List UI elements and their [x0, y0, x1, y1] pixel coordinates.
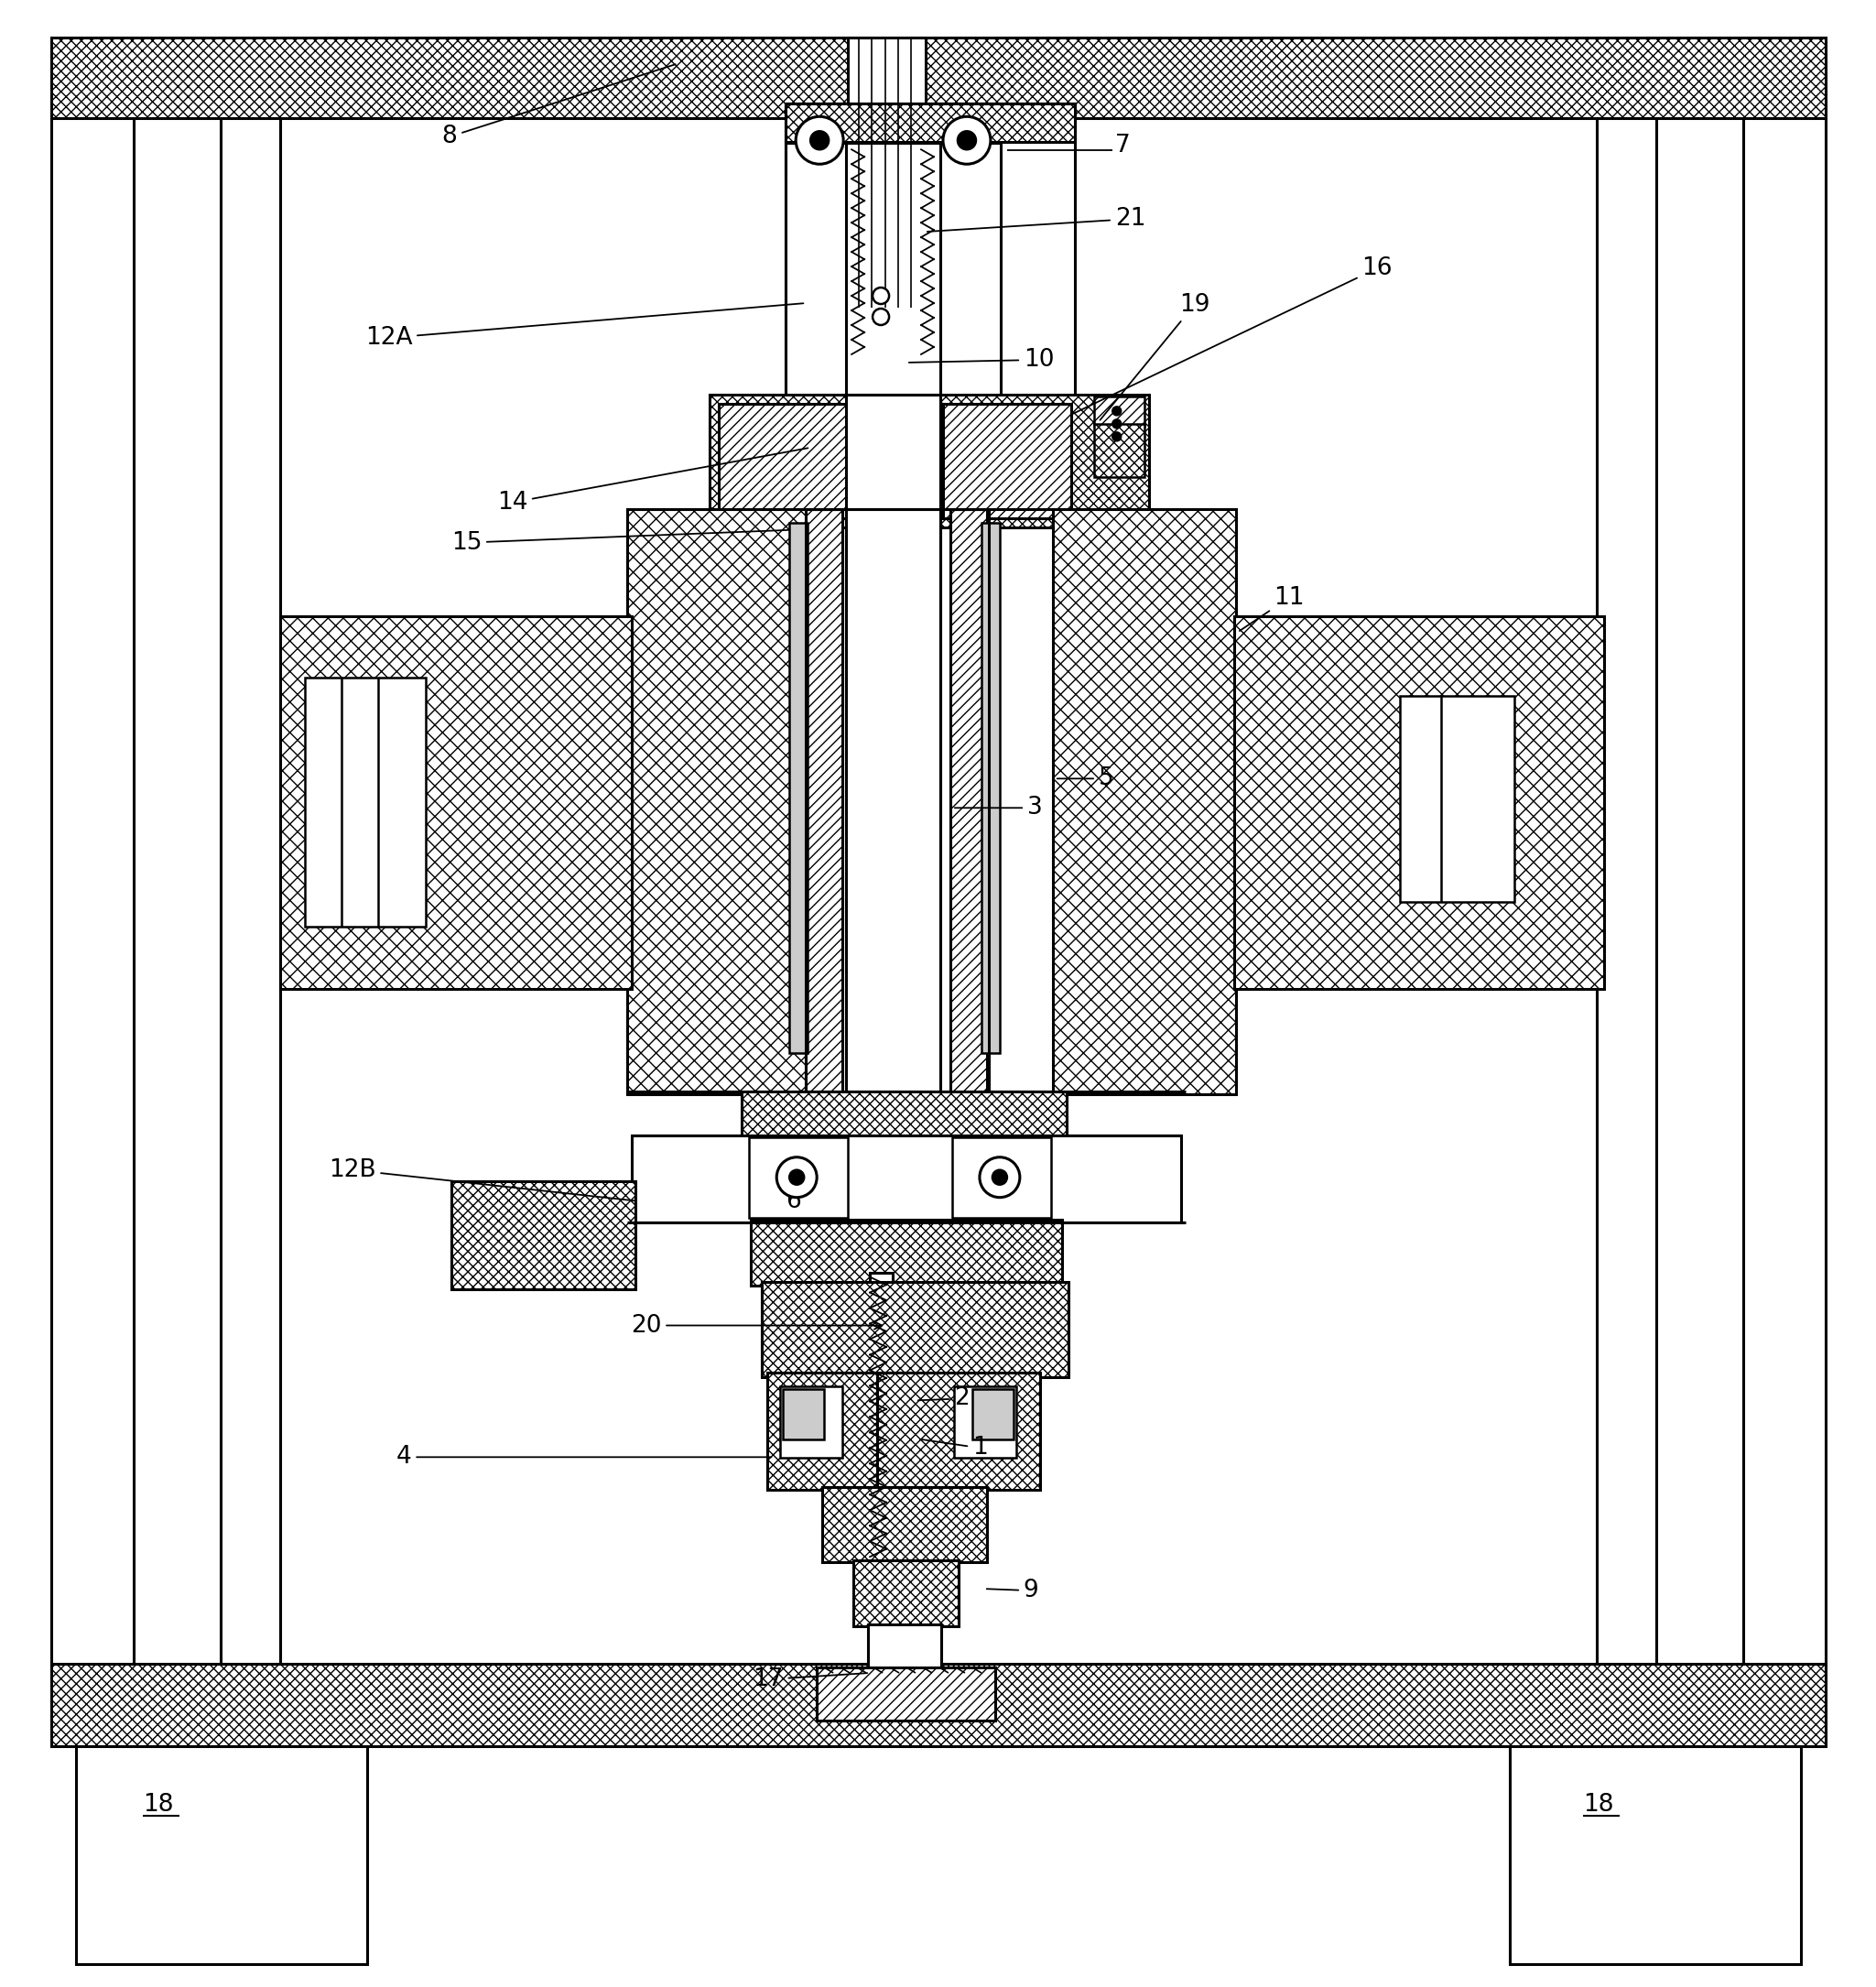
Circle shape — [1112, 407, 1122, 415]
Circle shape — [944, 117, 991, 165]
Bar — [822, 1488, 987, 1562]
Bar — [51, 38, 1825, 119]
Text: 5: 5 — [1056, 767, 1114, 791]
Circle shape — [1112, 419, 1122, 429]
Bar — [750, 1220, 1062, 1286]
Bar — [1399, 695, 1514, 902]
Bar — [972, 1389, 1013, 1441]
Text: 10: 10 — [910, 348, 1054, 372]
Bar — [816, 1667, 994, 1721]
Bar — [786, 103, 852, 177]
Bar — [846, 395, 940, 1127]
Circle shape — [872, 288, 889, 304]
Bar — [762, 1282, 1067, 1377]
Bar — [807, 509, 842, 1109]
Text: 20: 20 — [630, 1313, 882, 1337]
Circle shape — [790, 1170, 805, 1184]
Text: 18: 18 — [143, 1792, 174, 1816]
Text: 6: 6 — [786, 1182, 814, 1212]
Circle shape — [992, 1170, 1007, 1184]
Text: 8: 8 — [443, 64, 675, 149]
Bar — [782, 1389, 824, 1441]
Bar — [944, 403, 1071, 519]
Bar — [929, 143, 1000, 399]
Text: 17: 17 — [752, 1667, 867, 1691]
Bar — [790, 523, 809, 1053]
Text: 11: 11 — [1240, 586, 1304, 632]
Bar — [1094, 423, 1144, 477]
Bar — [807, 509, 989, 1095]
Bar — [709, 395, 1148, 527]
Bar — [719, 403, 848, 519]
Circle shape — [777, 1156, 816, 1198]
Bar — [848, 38, 925, 308]
Text: 7: 7 — [1114, 133, 1129, 157]
Text: 4: 4 — [396, 1445, 771, 1468]
Bar — [786, 103, 1075, 143]
Circle shape — [979, 1156, 1021, 1198]
Circle shape — [957, 131, 976, 149]
Circle shape — [795, 117, 844, 165]
Bar — [981, 523, 1000, 1053]
Bar — [767, 1373, 919, 1490]
Bar — [221, 119, 280, 1663]
Text: 12B: 12B — [328, 1158, 636, 1200]
Text: 1: 1 — [919, 1437, 987, 1460]
Bar — [1743, 119, 1825, 1663]
Bar — [51, 1663, 1825, 1747]
Bar — [632, 1135, 1180, 1222]
Text: 21: 21 — [927, 207, 1146, 232]
Bar — [1510, 1747, 1801, 1963]
Bar — [1094, 395, 1144, 425]
Bar — [786, 395, 1075, 433]
Bar — [1234, 616, 1604, 990]
Circle shape — [1112, 431, 1122, 441]
Bar — [51, 119, 133, 1663]
Text: 2: 2 — [917, 1387, 970, 1411]
Text: 3: 3 — [955, 797, 1043, 821]
Bar — [870, 1272, 893, 1566]
Text: 19: 19 — [1099, 292, 1210, 419]
Bar — [450, 1180, 636, 1290]
Bar — [304, 678, 426, 926]
Bar — [786, 143, 859, 399]
Text: 9: 9 — [987, 1580, 1039, 1604]
Bar — [77, 1747, 368, 1963]
Text: 16: 16 — [1073, 256, 1392, 413]
Bar — [749, 1137, 848, 1218]
Bar — [878, 1373, 1039, 1490]
Bar — [951, 509, 987, 1109]
Text: 15: 15 — [450, 531, 790, 554]
Circle shape — [872, 308, 889, 326]
Circle shape — [810, 131, 829, 149]
Bar — [869, 1625, 942, 1687]
Bar — [1052, 509, 1236, 1095]
Bar — [846, 143, 940, 825]
Text: 14: 14 — [497, 447, 809, 515]
Bar — [780, 1387, 842, 1458]
Bar — [628, 509, 807, 1095]
Bar — [934, 103, 1000, 177]
Bar — [741, 1091, 1066, 1148]
Bar — [955, 1387, 1017, 1458]
Text: 18: 18 — [1583, 1792, 1613, 1816]
Bar — [280, 616, 632, 990]
Text: 12A: 12A — [366, 304, 803, 350]
Bar — [786, 103, 1075, 399]
Bar — [854, 1560, 959, 1625]
Bar — [953, 1137, 1051, 1218]
Bar — [1596, 119, 1657, 1663]
